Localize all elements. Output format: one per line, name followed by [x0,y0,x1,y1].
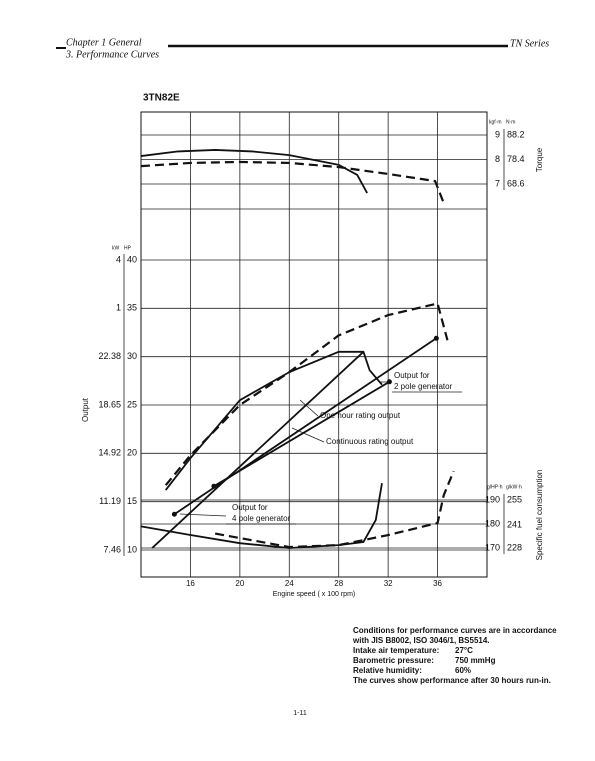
section: 3. Performance Curves [65,49,159,60]
curve [165,350,383,491]
condition-line: Relative humidity: [353,666,422,675]
chapter: Chapter 1 General [66,37,142,48]
x-tick-label: 36 [433,579,442,588]
unit-label: HP [124,245,132,251]
curve [164,302,449,486]
unit-label: g/HP·h [487,484,503,490]
y2-tick-label: 7.46 [103,544,121,554]
y-axis-label: Output [81,397,90,422]
series-name: TN Series [510,38,549,49]
unit-label: g/kW·h [506,484,522,490]
page-number: 1-11 [293,710,307,717]
annotation: One hour rating output [320,411,401,420]
curve [173,337,437,515]
point [211,483,217,489]
point [433,335,439,341]
annotation: 2 pole generator [394,382,453,391]
annotations: Output for 2 pole generator One hour rat… [179,371,462,525]
plot-frame [140,111,488,578]
chart-title: 3TN82E [143,93,180,104]
y2-tick-label: 78.4 [507,154,525,164]
condition-line: The curves show performance after 30 hou… [353,676,551,685]
annotation: 4 pole generator [232,514,291,523]
y-tick-label: 25 [127,399,137,409]
curve [140,149,368,194]
unit-label: kW [112,245,120,251]
y-tick-label: 190 [485,494,500,504]
y2-tick-label: 228 [507,542,522,552]
y2-tick-label: 88.2 [507,129,525,139]
y-tick-label: 20 [127,448,137,458]
x-tick-label: 28 [334,579,343,588]
y-tick-label: 7 [495,178,500,188]
y2-tick-label: 22.38 [98,351,121,361]
y2-tick-label: 4 [116,254,121,264]
y2-tick-label: 11.19 [99,496,121,506]
unit-label: N·m [506,119,515,125]
y2-tick-label: 68.6 [507,178,525,188]
x-axis-label: Engine speed ( x 100 rpm) [273,591,356,598]
y2-tick-label: 14.92 [98,448,121,458]
leader [291,427,325,443]
conditions: Conditions for performance curves are in… [352,626,557,685]
y-tick-label: 35 [127,303,137,313]
curve [213,381,390,487]
point [171,511,177,517]
condition-line: Conditions for performance curves are in… [353,626,557,635]
point [386,379,392,385]
y-tick-label: 40 [127,254,137,264]
y-tick-label: 30 [127,351,137,361]
y2-tick-label: 18.65 [98,399,121,409]
condition-value: 750 mmHg [455,656,496,665]
y-axis-label: Torque [535,147,544,172]
condition-value: 27°C [455,646,473,655]
unit-label: kgf·m [489,119,502,125]
leader [299,399,319,417]
x-tick-label: 32 [384,579,393,588]
y-tick-label: 8 [495,154,500,164]
y-tick-label: 15 [127,496,137,506]
condition-value: 60% [455,666,471,675]
y-tick-label: 9 [495,129,500,139]
x-tick-label: 24 [285,579,294,588]
annotation: Continuous rating output [326,437,414,446]
y2-tick-label: 255 [507,494,522,504]
annotation: Output for [232,503,268,512]
condition-line: Barometric pressure: [353,656,434,665]
condition-line: with JIS B8002, ISO 3046/1, BS5514. [352,636,490,645]
y-tick-label: 170 [485,542,500,552]
y2-tick-label: 241 [507,519,522,529]
y-tick-label: 180 [485,518,500,528]
y-axis-label: Specific fuel consumption [535,470,544,561]
condition-line: Intake air temperature: [353,646,439,655]
annotation: Output for [394,371,430,380]
curve [140,160,445,204]
y-tick-label: 10 [127,544,137,554]
curve [214,470,455,549]
curve [151,351,365,549]
x-tick-label: 16 [186,579,195,588]
x-tick-label: 20 [235,579,244,588]
y2-tick-label: 1 [116,303,121,313]
